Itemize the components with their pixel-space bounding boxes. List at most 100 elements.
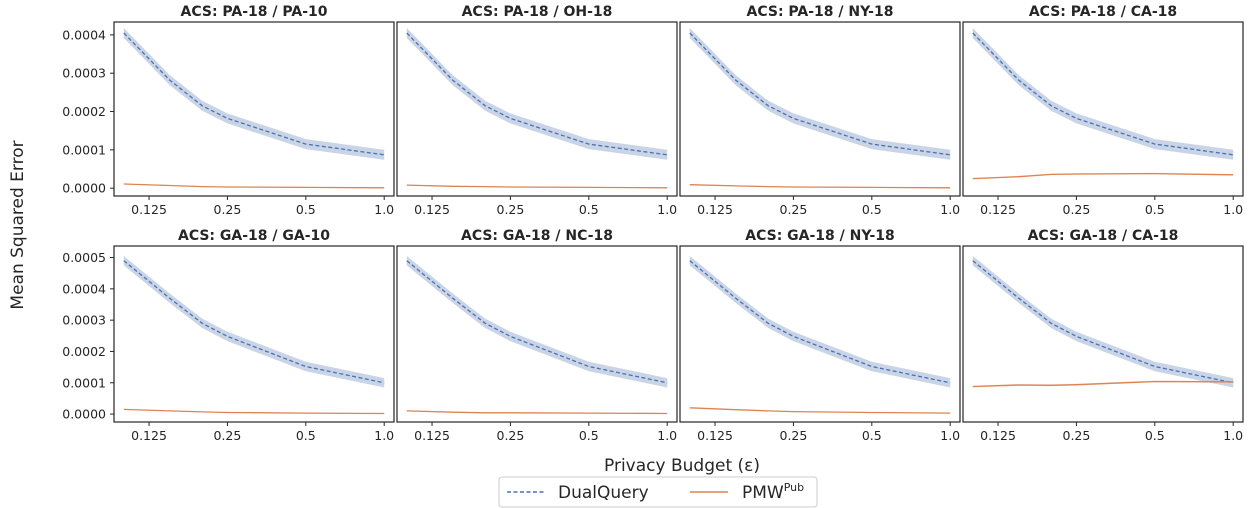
x-tick-label: 0.125 xyxy=(414,428,450,443)
subplot-frame xyxy=(962,245,1244,423)
series-band-dualquery xyxy=(689,28,951,160)
x-tick-label: 1.0 xyxy=(940,202,960,217)
subplot-frame xyxy=(962,21,1244,197)
series-band-dualquery xyxy=(406,28,668,160)
x-tick-label: 0.125 xyxy=(131,428,167,443)
legend-pmw-superscript: Pub xyxy=(784,481,804,494)
series-line-pmw xyxy=(123,183,385,189)
y-tick-label: 0.0002 xyxy=(62,344,106,359)
y-tick-label: 0.0002 xyxy=(62,104,106,119)
series-line-pmw xyxy=(689,184,951,189)
series-line-dualquery xyxy=(689,260,951,384)
y-tick-label: 0.0001 xyxy=(62,375,106,390)
series-line-dualquery xyxy=(972,260,1234,384)
subplot-title: ACS: PA-18 / CA-18 xyxy=(1029,4,1177,20)
series-line-pmw xyxy=(406,184,668,189)
subplot-2: ACS: PA-18 / OH-18 0.125 0.25 0.5 1.0 xyxy=(396,4,678,217)
subplot-title: ACS: PA-18 / OH-18 xyxy=(462,4,613,20)
legend: DualQuery PMWPub xyxy=(498,476,818,508)
x-tick-label: 0.25 xyxy=(780,202,808,217)
series-line-pmw xyxy=(123,408,385,415)
series-line-dualquery xyxy=(123,32,385,156)
series-band-dualquery xyxy=(123,256,385,388)
series-line-dualquery xyxy=(689,32,951,156)
y-tick-label: 0.0004 xyxy=(62,281,106,296)
y-tick-label: 0.0001 xyxy=(62,142,106,157)
y-tick-label: 0.0003 xyxy=(62,313,106,328)
series-line-pmw xyxy=(689,407,951,414)
subplot-frame xyxy=(396,245,678,423)
x-tick-label: 1.0 xyxy=(1223,428,1243,443)
subplot-title: ACS: GA-18 / NY-18 xyxy=(745,228,895,244)
subplot-frame xyxy=(113,21,395,197)
x-tick-label: 0.5 xyxy=(862,428,882,443)
legend-pmw-label: PMWPub xyxy=(742,481,804,503)
subplot-7: ACS: GA-18 / NY-18 0.125 0.25 0.5 1.0 xyxy=(679,228,961,443)
x-tick-label: 0.5 xyxy=(1145,202,1165,217)
subplot-6: ACS: GA-18 / NC-18 0.125 0.25 0.5 1.0 xyxy=(396,228,678,443)
series-band-dualquery xyxy=(123,28,385,160)
y-tick-label: 0.0000 xyxy=(62,181,106,196)
x-tick-label: 1.0 xyxy=(657,428,677,443)
x-tick-label: 0.25 xyxy=(497,428,525,443)
subplot-frame xyxy=(396,21,678,197)
series-line-dualquery xyxy=(972,32,1234,156)
subplot-frame xyxy=(679,245,961,423)
series-line-dualquery xyxy=(406,260,668,384)
x-axis-label: Privacy Budget (ε) xyxy=(604,456,760,476)
x-tick-label: 0.125 xyxy=(697,428,733,443)
subplot-title: ACS: PA-18 / NY-18 xyxy=(747,4,894,20)
x-tick-label: 0.5 xyxy=(579,428,599,443)
series-line-pmw xyxy=(406,410,668,415)
x-tick-label: 0.125 xyxy=(414,202,450,217)
y-tick-label: 0.0005 xyxy=(62,250,106,265)
x-tick-label: 0.125 xyxy=(980,202,1016,217)
subplot-grid: ACS: PA-18 / PA-10 0.125 0.25 0.5 1.0 0.0000 0… xyxy=(62,4,1244,443)
subplot-5: ACS: GA-18 / GA-10 0.125 0.25 0.5 1.0 0.0000 0… xyxy=(62,228,395,443)
legend-frame xyxy=(498,476,818,508)
x-tick-label: 0.25 xyxy=(214,428,242,443)
x-tick-label: 1.0 xyxy=(657,202,677,217)
x-tick-label: 1.0 xyxy=(940,428,960,443)
series-line-pmw xyxy=(972,380,1234,388)
y-tick-label: 0.0003 xyxy=(62,66,106,81)
subplot-title: ACS: GA-18 / GA-10 xyxy=(178,228,330,244)
series-band-dualquery xyxy=(972,256,1234,388)
series-band-dualquery xyxy=(406,256,668,388)
legend-dualquery-label: DualQuery xyxy=(558,483,649,503)
series-line-dualquery xyxy=(406,32,668,156)
subplot-4: ACS: PA-18 / CA-18 0.125 0.25 0.5 1.0 xyxy=(962,4,1244,217)
series-line-pmw xyxy=(972,172,1234,180)
subplot-3: ACS: PA-18 / NY-18 0.125 0.25 0.5 1.0 xyxy=(679,4,961,217)
x-tick-label: 0.5 xyxy=(1145,428,1165,443)
x-tick-label: 0.25 xyxy=(1063,428,1091,443)
x-tick-label: 0.125 xyxy=(131,202,167,217)
x-tick-label: 0.125 xyxy=(980,428,1016,443)
subplot-title: ACS: GA-18 / CA-18 xyxy=(1028,228,1179,244)
x-tick-label: 0.5 xyxy=(579,202,599,217)
y-tick-label: 0.0000 xyxy=(62,407,106,422)
x-tick-label: 0.125 xyxy=(697,202,733,217)
x-tick-label: 0.5 xyxy=(296,202,316,217)
y-axis-label: Mean Squared Error xyxy=(8,140,28,309)
x-tick-label: 0.25 xyxy=(1063,202,1091,217)
series-line-dualquery xyxy=(123,260,385,384)
subplot-frame xyxy=(679,21,961,197)
x-tick-label: 0.5 xyxy=(862,202,882,217)
x-tick-label: 0.5 xyxy=(296,428,316,443)
subplot-8: ACS: GA-18 / CA-18 0.125 0.25 0.5 1.0 xyxy=(962,228,1244,443)
subplot-title: ACS: GA-18 / NC-18 xyxy=(461,228,613,244)
subplot-1: ACS: PA-18 / PA-10 0.125 0.25 0.5 1.0 0.0000 0… xyxy=(62,4,395,217)
x-tick-label: 0.25 xyxy=(497,202,525,217)
subplot-frame xyxy=(113,245,395,423)
legend-pmw-name: PMW xyxy=(742,483,784,503)
x-tick-label: 0.25 xyxy=(780,428,808,443)
x-tick-label: 1.0 xyxy=(1223,202,1243,217)
series-band-dualquery xyxy=(689,256,951,388)
x-tick-label: 0.25 xyxy=(214,202,242,217)
series-band-dualquery xyxy=(972,28,1234,160)
y-tick-label: 0.0004 xyxy=(62,27,106,42)
x-tick-label: 1.0 xyxy=(374,428,394,443)
subplot-title: ACS: PA-18 / PA-10 xyxy=(181,4,328,20)
